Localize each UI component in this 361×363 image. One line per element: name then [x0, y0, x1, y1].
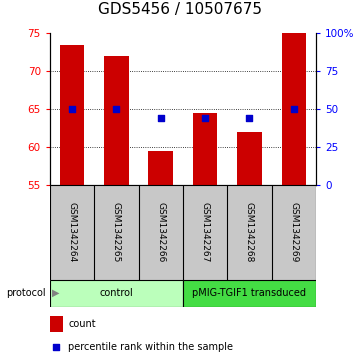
Text: GDS5456 / 10507675: GDS5456 / 10507675: [99, 2, 262, 17]
Point: [202, 115, 208, 121]
Text: GSM1342264: GSM1342264: [68, 202, 77, 262]
Text: GSM1342266: GSM1342266: [156, 202, 165, 262]
Text: percentile rank within the sample: percentile rank within the sample: [69, 342, 234, 352]
Point: [113, 106, 119, 112]
Bar: [193, 113, 217, 185]
Text: count: count: [69, 319, 96, 329]
Text: GSM1342269: GSM1342269: [289, 202, 298, 262]
Point: [158, 115, 164, 121]
Point: [69, 106, 75, 112]
Bar: [148, 151, 173, 185]
Point: [53, 344, 59, 350]
Bar: [50, 280, 183, 307]
Text: GSM1342267: GSM1342267: [200, 202, 209, 262]
Point: [247, 115, 252, 121]
Bar: [237, 132, 262, 185]
Text: GSM1342265: GSM1342265: [112, 202, 121, 262]
Text: control: control: [100, 288, 133, 298]
Text: ▶: ▶: [52, 288, 59, 298]
Bar: [183, 280, 316, 307]
Bar: [282, 33, 306, 185]
Point: [291, 106, 297, 112]
Text: GSM1342268: GSM1342268: [245, 202, 254, 262]
Text: protocol: protocol: [6, 288, 46, 298]
Bar: [50, 317, 63, 332]
Bar: [104, 56, 129, 185]
Text: pMIG-TGIF1 transduced: pMIG-TGIF1 transduced: [192, 288, 306, 298]
Bar: [60, 45, 84, 185]
